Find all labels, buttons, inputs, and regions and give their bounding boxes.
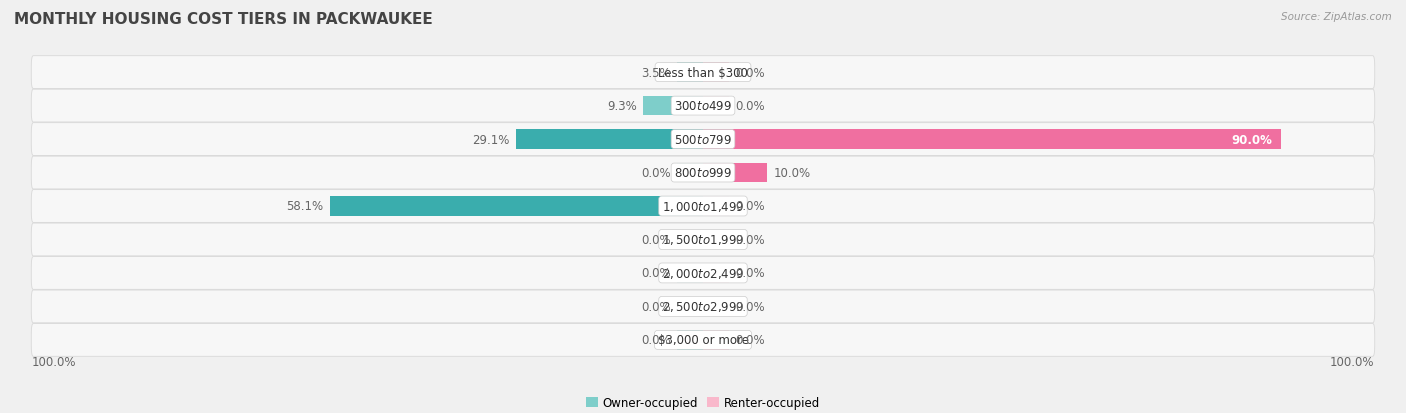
Text: 58.1%: 58.1% xyxy=(285,200,323,213)
Text: 0.0%: 0.0% xyxy=(735,300,765,313)
Bar xyxy=(703,330,728,350)
Text: 100.0%: 100.0% xyxy=(1330,355,1375,368)
Text: $2,500 to $2,999: $2,500 to $2,999 xyxy=(662,300,744,313)
Text: 3.5%: 3.5% xyxy=(641,66,671,79)
FancyBboxPatch shape xyxy=(31,290,1375,323)
Text: 0.0%: 0.0% xyxy=(641,334,671,347)
Bar xyxy=(678,230,703,249)
Text: 0.0%: 0.0% xyxy=(735,100,765,113)
Text: 0.0%: 0.0% xyxy=(641,267,671,280)
Bar xyxy=(643,97,703,116)
Bar xyxy=(703,263,728,283)
Bar xyxy=(703,230,728,249)
Bar xyxy=(703,197,728,216)
Bar xyxy=(678,297,703,316)
Text: 0.0%: 0.0% xyxy=(735,200,765,213)
Text: $3,000 or more: $3,000 or more xyxy=(658,334,748,347)
Text: 10.0%: 10.0% xyxy=(773,166,811,180)
Text: 0.0%: 0.0% xyxy=(641,233,671,247)
Text: 0.0%: 0.0% xyxy=(641,166,671,180)
Text: 29.1%: 29.1% xyxy=(472,133,509,146)
FancyBboxPatch shape xyxy=(31,90,1375,123)
Bar xyxy=(703,63,728,83)
Text: $800 to $999: $800 to $999 xyxy=(673,166,733,180)
Bar xyxy=(678,164,703,183)
Text: $500 to $799: $500 to $799 xyxy=(673,133,733,146)
Bar xyxy=(703,97,728,116)
Legend: Owner-occupied, Renter-occupied: Owner-occupied, Renter-occupied xyxy=(581,392,825,413)
FancyBboxPatch shape xyxy=(31,324,1375,356)
Text: 0.0%: 0.0% xyxy=(735,334,765,347)
Bar xyxy=(516,130,703,150)
Text: MONTHLY HOUSING COST TIERS IN PACKWAUKEE: MONTHLY HOUSING COST TIERS IN PACKWAUKEE xyxy=(14,12,433,27)
FancyBboxPatch shape xyxy=(31,223,1375,256)
Text: 9.3%: 9.3% xyxy=(607,100,637,113)
Text: 0.0%: 0.0% xyxy=(641,300,671,313)
Text: 100.0%: 100.0% xyxy=(31,355,76,368)
FancyBboxPatch shape xyxy=(31,123,1375,156)
Text: $300 to $499: $300 to $499 xyxy=(673,100,733,113)
FancyBboxPatch shape xyxy=(31,257,1375,290)
FancyBboxPatch shape xyxy=(31,57,1375,89)
Text: 0.0%: 0.0% xyxy=(735,66,765,79)
Bar xyxy=(678,330,703,350)
Text: $2,000 to $2,499: $2,000 to $2,499 xyxy=(662,266,744,280)
Bar xyxy=(703,130,1281,150)
Bar xyxy=(678,263,703,283)
Bar xyxy=(703,164,768,183)
Bar xyxy=(703,297,728,316)
FancyBboxPatch shape xyxy=(31,190,1375,223)
Text: $1,000 to $1,499: $1,000 to $1,499 xyxy=(662,199,744,214)
Text: 0.0%: 0.0% xyxy=(735,233,765,247)
Text: $1,500 to $1,999: $1,500 to $1,999 xyxy=(662,233,744,247)
Text: Source: ZipAtlas.com: Source: ZipAtlas.com xyxy=(1281,12,1392,22)
FancyBboxPatch shape xyxy=(31,157,1375,190)
Text: Less than $300: Less than $300 xyxy=(658,66,748,79)
Text: 90.0%: 90.0% xyxy=(1230,133,1272,146)
Text: 0.0%: 0.0% xyxy=(735,267,765,280)
Bar xyxy=(329,197,703,216)
Bar xyxy=(678,63,703,83)
